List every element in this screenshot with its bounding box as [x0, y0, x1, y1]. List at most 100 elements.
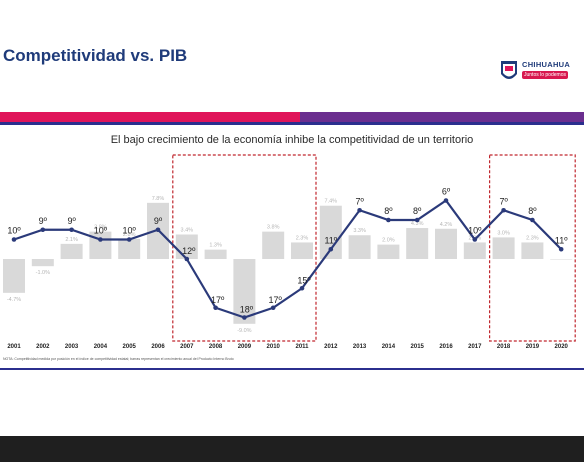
bottom-rule — [0, 368, 584, 370]
gdp-bar-label: 3.8% — [94, 225, 107, 231]
x-tick-label: 2007 — [180, 344, 194, 350]
gdp-bar-label: 3.8% — [267, 225, 280, 231]
ranking-label: 9º — [67, 216, 76, 226]
ranking-label: 8º — [384, 206, 393, 216]
gdp-bar — [463, 242, 486, 259]
x-tick-label: 2019 — [526, 344, 540, 350]
gdp-bar-label: -9.0% — [237, 328, 251, 334]
gdp-bar — [550, 259, 573, 260]
accent-bar-purple — [300, 112, 584, 122]
ranking-label: 6º — [442, 187, 451, 197]
gdp-bar — [377, 244, 400, 259]
gdp-bar — [204, 249, 227, 259]
gdp-bar — [406, 228, 429, 259]
ranking-label: 10º — [94, 226, 108, 236]
x-tick-label: 2001 — [7, 344, 21, 350]
ranking-point — [472, 237, 478, 242]
x-tick-label: 2013 — [353, 344, 367, 350]
x-tick-label: 2011 — [295, 344, 309, 350]
ranking-point — [270, 305, 276, 311]
ranking-label: 10º — [7, 226, 21, 236]
ranking-label: 10º — [468, 226, 482, 236]
gdp-bar-label: 7.4% — [325, 199, 338, 205]
chart-footnote: NOTA: Competitividad medida por posición… — [3, 357, 234, 361]
ranking-point — [11, 237, 17, 242]
x-tick-label: 2014 — [382, 344, 396, 350]
ranking-point — [328, 246, 334, 252]
gdp-bar — [262, 231, 285, 259]
gdp-bar-label: 2.8% — [123, 232, 136, 238]
gdp-bar-label: 3.0% — [497, 230, 510, 236]
x-tick-label: 2018 — [497, 344, 511, 350]
ranking-label: 7º — [499, 196, 508, 206]
ranking-point — [558, 246, 564, 252]
gdp-bar — [31, 259, 54, 267]
ranking-point — [126, 237, 132, 242]
ranking-point — [299, 285, 305, 291]
x-tick-label: 2004 — [94, 344, 108, 350]
chart: -4.7% -1.0% 2.1% 3.8% 2.8% 7.8% 3.4% 1.3% -9.0% 3… — [3, 154, 576, 350]
gdp-bar — [348, 235, 371, 259]
x-tick-label: 2017 — [468, 344, 482, 350]
gdp-bar-label: 2.3% — [526, 235, 539, 241]
ranking-point — [386, 217, 391, 223]
logo-name: CHIHUAHUA — [522, 60, 571, 69]
gdp-bar — [492, 237, 515, 259]
ranking-point — [501, 207, 506, 213]
ranking-label: 11º — [555, 235, 568, 245]
gdp-bar-label: 4.3% — [411, 221, 424, 227]
ranking-point — [357, 207, 362, 213]
highlight-box — [489, 154, 576, 342]
gdp-bar-label: 2.3% — [296, 235, 309, 241]
accent-line — [0, 122, 584, 125]
ranking-label: 8º — [413, 206, 422, 216]
x-tick-label: 2012 — [324, 344, 338, 350]
gdp-bar-label: -4.7% — [7, 297, 21, 303]
gdp-bar-label: 3.4% — [181, 228, 194, 234]
ranking-label: 9º — [154, 216, 163, 226]
gdp-bar-label: 2.1% — [65, 237, 78, 243]
x-tick-label: 2015 — [411, 344, 425, 350]
gdp-bar-label: 2.0% — [382, 238, 395, 244]
state-shield-icon — [501, 61, 517, 79]
ranking-label: 15º — [297, 275, 311, 285]
logo: CHIHUAHUA Juntos lo podemos — [500, 58, 572, 88]
ranking-point — [242, 315, 247, 320]
ranking-label: 12º — [182, 246, 196, 256]
x-tick-label: 2006 — [151, 344, 165, 350]
gdp-bar-label: 3.3% — [353, 228, 366, 234]
chart-title: El bajo crecimiento de la economía inhib… — [110, 134, 474, 146]
ranking-point — [69, 227, 74, 233]
gdp-bar-label: 1.3% — [209, 243, 222, 249]
x-tick-label: 2005 — [123, 344, 137, 350]
ranking-point — [98, 237, 103, 242]
x-tick-label: 2008 — [209, 344, 223, 350]
ranking-point — [530, 217, 535, 223]
gdp-bar — [319, 205, 342, 259]
gdp-bar — [118, 238, 141, 259]
gdp-bar-label: -1.0% — [36, 270, 50, 276]
highlight-box — [172, 154, 317, 342]
ranking-label: 9º — [39, 216, 48, 226]
ranking-label: 18º — [240, 305, 254, 315]
x-tick-label: 2016 — [439, 344, 453, 350]
ranking-line — [13, 198, 562, 319]
ranking-point — [40, 227, 46, 233]
slide-title: Competitividad vs. PIB — [3, 46, 188, 65]
ranking-label: 17º — [211, 295, 225, 305]
logo-tagline: Juntos lo podemos — [522, 71, 568, 79]
ranking-label: 8º — [528, 206, 537, 216]
bottom-band — [0, 436, 584, 462]
ranking-point — [414, 217, 420, 223]
gdp-bar — [521, 242, 544, 259]
ranking-point — [184, 256, 190, 262]
gdp-bar — [3, 259, 25, 293]
ranking-point — [155, 227, 161, 233]
gdp-bar-label: 7.8% — [152, 196, 165, 202]
gdp-bar — [60, 243, 83, 259]
x-tick-label: 2009 — [238, 344, 252, 350]
x-tick-label: 2003 — [65, 344, 79, 350]
x-tick-label: 2002 — [36, 344, 50, 350]
gdp-bar — [291, 242, 313, 259]
ranking-label: 10º — [123, 226, 137, 236]
